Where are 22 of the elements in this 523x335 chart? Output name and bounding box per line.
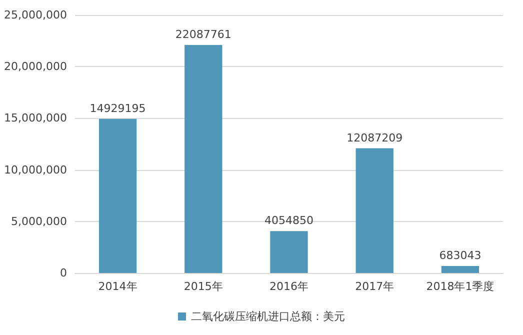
legend-label: 二氧化碳压缩机进口总额：美元	[191, 310, 345, 323]
bar	[184, 45, 222, 273]
y-tick-label: 20,000,000	[4, 60, 67, 74]
data-label: 4054850	[264, 214, 314, 228]
x-tick-label: 2017年	[355, 280, 394, 293]
y-tick-label: 25,000,000	[4, 8, 67, 22]
x-tick-label: 2015年	[184, 280, 223, 293]
bar	[270, 231, 308, 273]
data-label: 683043	[439, 248, 482, 262]
bar	[441, 266, 480, 273]
y-tick-label: 5,000,000	[11, 214, 67, 228]
x-tick-label: 2018年1季度	[426, 280, 494, 293]
x-tick-label: 2016年	[270, 280, 308, 293]
y-tick-label: 15,000,000	[4, 112, 67, 125]
bar	[356, 148, 394, 273]
y-tick-label: 10,000,000	[4, 163, 67, 176]
data-label: 12087209	[346, 131, 403, 144]
data-label: 22087761	[175, 28, 232, 42]
bar	[98, 118, 137, 273]
y-tick-label: 0	[60, 266, 67, 280]
data-label: 14929195	[90, 102, 146, 115]
x-tick-label: 2014年	[98, 280, 138, 293]
